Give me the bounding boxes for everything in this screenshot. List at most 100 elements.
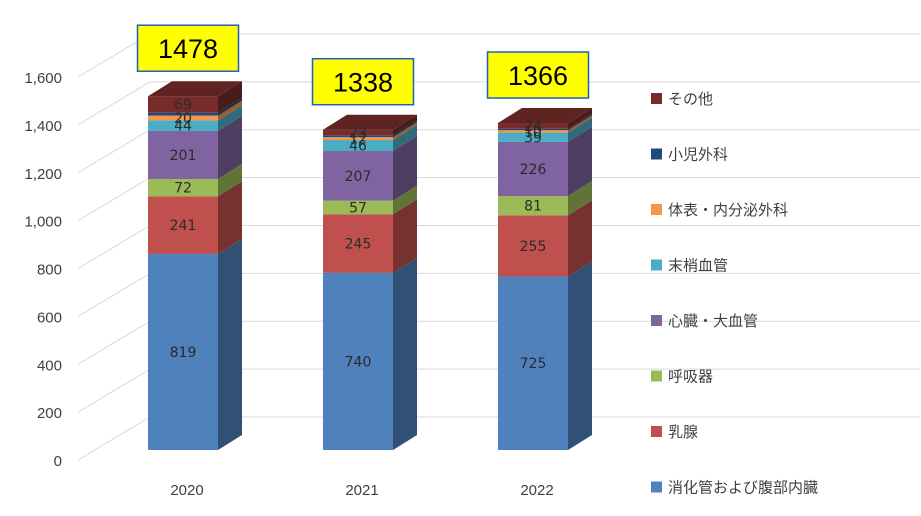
legend-item: 末梢血管 xyxy=(651,257,728,275)
y-tick-label: 1,200 xyxy=(24,166,62,183)
data-label: 39 xyxy=(524,130,542,146)
legend-item: 心臓・大血管 xyxy=(651,312,758,330)
bar-segment xyxy=(498,276,568,450)
bar-segment-side xyxy=(568,115,592,133)
legend-label: 小児外科 xyxy=(668,146,728,164)
data-label: 12 xyxy=(349,132,367,148)
bar-stack-2021 xyxy=(323,114,417,450)
data-label: 740 xyxy=(345,354,372,370)
bar-segment xyxy=(148,130,218,180)
total-box xyxy=(486,51,590,99)
bar-segment xyxy=(498,215,568,277)
legend-swatch xyxy=(651,93,662,104)
bar-segment-side xyxy=(568,117,592,142)
y-tick-label: 200 xyxy=(37,405,62,422)
legend-item: 小児外科 xyxy=(651,146,728,164)
gridline-side xyxy=(77,81,151,126)
x-axis: 2020 2021 2022 xyxy=(170,482,553,499)
legend-label: その他 xyxy=(668,90,713,108)
bar-segment-side xyxy=(393,120,417,138)
bar-segment xyxy=(148,115,218,121)
total-boxes: 1478 1338 1366 xyxy=(136,24,590,106)
bar-segment-side xyxy=(218,105,242,131)
legend-item: 乳腺 xyxy=(651,423,698,441)
bar-stack-2022 xyxy=(498,108,592,450)
bar-segment xyxy=(498,196,568,216)
data-label: 725 xyxy=(520,356,547,372)
bar-segment-side xyxy=(218,115,242,180)
bar-segment xyxy=(323,140,393,152)
bar-segment xyxy=(323,214,393,273)
legend-swatch xyxy=(651,426,662,437)
bar-segment xyxy=(323,200,393,215)
bar-top xyxy=(323,114,417,130)
data-label: 57 xyxy=(349,200,367,216)
data-label: 20 xyxy=(174,111,192,127)
data-label: 81 xyxy=(524,199,542,215)
bar-segment-side xyxy=(393,136,417,201)
data-label: 69 xyxy=(174,97,192,113)
data-label: 46 xyxy=(349,139,367,155)
bar-segment xyxy=(323,137,393,141)
bar-top xyxy=(498,108,592,124)
legend-label: 末梢血管 xyxy=(668,257,728,275)
bar-segment-side xyxy=(393,114,417,136)
bar-segment-side xyxy=(218,164,242,197)
legend-label: 乳腺 xyxy=(668,423,698,441)
bar-segment xyxy=(323,272,393,450)
total-label: 1478 xyxy=(158,34,218,64)
bar-segment-side xyxy=(218,181,242,254)
gridline-side xyxy=(77,368,151,413)
legend-item: 呼吸器 xyxy=(651,368,713,386)
bar-segment xyxy=(323,151,393,201)
y-tick-label: 600 xyxy=(37,309,62,326)
total-label: 1366 xyxy=(508,61,568,91)
data-label: 255 xyxy=(520,239,547,255)
legend-item: 消化管および腹部内臓 xyxy=(651,479,818,497)
legend-label: 心臓・大血管 xyxy=(668,312,758,330)
bar-segment xyxy=(498,128,568,131)
bar-segment-side xyxy=(393,125,417,152)
bar-segment xyxy=(148,196,218,254)
data-label: 44 xyxy=(174,119,192,135)
bar-segment-side xyxy=(568,126,592,197)
data-label: 245 xyxy=(345,237,372,253)
legend-swatch xyxy=(651,259,662,271)
legend-label: 体表・内分泌外科 xyxy=(668,201,788,219)
bar-segment xyxy=(498,141,568,197)
bar-segment xyxy=(148,120,218,131)
bar-segment xyxy=(498,132,568,142)
bar-segment-side xyxy=(393,122,417,141)
data-label: 207 xyxy=(345,169,372,185)
bar-segment-side xyxy=(568,181,592,216)
gridline-side xyxy=(77,416,151,461)
legend-swatch xyxy=(651,315,662,326)
bar-segment xyxy=(323,135,393,138)
x-tick-label: 2022 xyxy=(520,482,553,499)
gridline-side xyxy=(77,225,151,269)
bar-segment-side xyxy=(568,108,592,129)
y-axis: 0 200 400 600 800 1,000 1,200 1,400 1,600 xyxy=(24,70,62,470)
y-tick-label: 1,000 xyxy=(24,214,62,231)
bar-top xyxy=(148,81,242,97)
bar-stack-2020 xyxy=(148,81,242,450)
legend-label: 呼吸器 xyxy=(668,368,713,386)
bar-segment-side xyxy=(218,81,242,113)
total-box xyxy=(311,57,415,106)
legend-label: 消化管および腹部内臓 xyxy=(668,479,818,497)
bar-segment xyxy=(498,123,568,129)
y-tick-label: 1,400 xyxy=(24,118,62,135)
y-tick-label: 0 xyxy=(54,453,62,470)
total-label: 1338 xyxy=(333,68,393,98)
y-tick-label: 1,600 xyxy=(24,70,62,87)
bar-segment xyxy=(148,179,218,197)
bar-segment xyxy=(498,130,568,133)
total-box xyxy=(136,24,240,72)
data-label: 226 xyxy=(520,162,547,178)
gridline-side xyxy=(77,320,151,365)
gridline-side xyxy=(77,129,151,174)
legend-swatch xyxy=(651,481,662,493)
